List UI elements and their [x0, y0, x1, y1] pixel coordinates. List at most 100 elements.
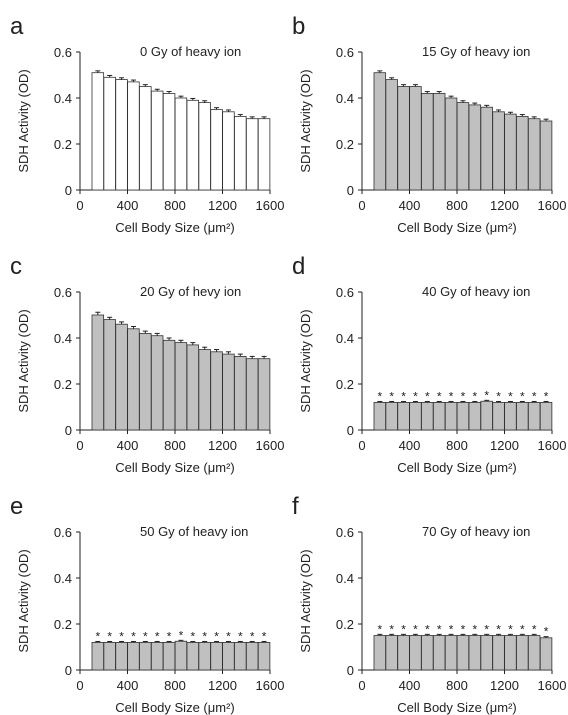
bar: [373, 635, 387, 671]
significance-marker: *: [389, 622, 394, 636]
significance-marker: *: [226, 629, 231, 643]
y-tick-label: 0: [347, 183, 354, 198]
bar: [91, 72, 105, 191]
bar: [162, 93, 176, 191]
bar: [103, 319, 116, 431]
significance-marker: *: [425, 389, 430, 403]
y-tick-label: 0: [65, 663, 72, 678]
significance-marker: *: [401, 389, 406, 403]
x-tick-label: 800: [446, 438, 468, 453]
significance-marker: *: [496, 622, 501, 636]
significance-marker: *: [143, 629, 148, 643]
significance-marker: *: [449, 622, 454, 636]
bar: [385, 401, 398, 431]
bar: [468, 401, 482, 431]
y-tick-label: 0.2: [54, 137, 72, 152]
significance-marker: *: [413, 622, 418, 636]
significance-marker: *: [437, 622, 442, 636]
panel-letter: b: [292, 13, 305, 40]
x-tick-label: 800: [446, 678, 468, 693]
bar: [115, 323, 128, 431]
x-tick-label: 400: [117, 678, 139, 693]
significance-marker: *: [262, 629, 267, 643]
y-tick-label: 0.6: [54, 45, 72, 60]
bar: [539, 120, 553, 191]
x-tick-label: 0: [76, 438, 83, 453]
panel-e: e 50 Gy of heavy ion 0 0.2 0.4 0.6 0 400 800 1200…: [10, 493, 284, 715]
bar: [385, 79, 398, 191]
y-tick-label: 0.2: [336, 617, 354, 632]
bar: [91, 314, 105, 431]
significance-marker: *: [484, 622, 489, 636]
bar: [186, 642, 200, 671]
significance-marker: *: [532, 389, 537, 403]
x-tick-label: 1200: [490, 198, 519, 213]
bar: [444, 635, 458, 671]
bar: [127, 642, 140, 671]
bar: [409, 401, 422, 431]
significance-marker: *: [131, 629, 136, 643]
significance-marker: *: [250, 629, 255, 643]
y-tick-label: 0.2: [336, 137, 354, 152]
x-tick-label: 1600: [538, 438, 567, 453]
x-tick-label: 800: [164, 678, 186, 693]
significance-marker: *: [238, 629, 243, 643]
bar: [516, 401, 529, 431]
x-axis-label: Cell Body Size (μm²): [397, 460, 516, 475]
bar: [174, 342, 188, 431]
x-axis-label: Cell Body Size (μm²): [115, 700, 234, 715]
bar: [397, 635, 410, 671]
y-tick-label: 0: [347, 423, 354, 438]
bar: [127, 328, 140, 431]
x-axis-label: Cell Body Size (μm²): [115, 460, 234, 475]
bar: [527, 635, 541, 671]
x-tick-label: 800: [164, 438, 186, 453]
bar: [257, 118, 271, 191]
panel-letter: a: [10, 13, 24, 40]
bar: [222, 642, 235, 671]
bar: [421, 635, 434, 671]
y-tick-label: 0.6: [54, 525, 72, 540]
x-tick-label: 400: [399, 438, 421, 453]
panel-f: f 70 Gy of heavy ion 0 0.2 0.4 0.6 0 400 800 1200…: [292, 493, 566, 715]
x-axis-label: Cell Body Size (μm²): [397, 220, 516, 235]
x-tick-label: 1200: [490, 678, 519, 693]
bar: [103, 76, 116, 191]
x-tick-label: 1600: [256, 678, 285, 693]
significance-marker: *: [377, 389, 382, 403]
x-tick-label: 400: [399, 678, 421, 693]
significance-marker: *: [520, 622, 525, 636]
significance-marker: *: [377, 622, 382, 636]
bar: [198, 349, 211, 431]
bar: [210, 642, 223, 671]
panel-title: 50 Gy of heavy ion: [140, 524, 248, 539]
x-axis-label: Cell Body Size (μm²): [397, 700, 516, 715]
y-tick-label: 0.4: [54, 331, 72, 346]
bar: [210, 109, 223, 191]
bar: [245, 642, 259, 671]
bar: [174, 97, 188, 191]
bar: [373, 72, 387, 191]
bar: [432, 635, 446, 671]
significance-marker: *: [179, 628, 184, 642]
panel-a: a 0 Gy of heavy ion 0 0.2 0.4 0.6 0 400 800 1200 1…: [10, 13, 284, 235]
significance-marker: *: [167, 629, 172, 643]
panel-title: 20 Gy of hevy ion: [140, 284, 241, 299]
bar: [115, 79, 128, 191]
bar: [234, 116, 247, 191]
bar: [210, 351, 223, 431]
y-axis-label: SDH Activity (OD): [298, 309, 313, 412]
significance-marker: *: [401, 622, 406, 636]
bar: [234, 355, 247, 431]
bar: [257, 358, 271, 431]
bar: [480, 106, 493, 191]
bar: [468, 635, 482, 671]
significance-marker: *: [461, 622, 466, 636]
y-tick-label: 0: [65, 183, 72, 198]
panel-b: b 15 Gy of heavy ion 0 0.2 0.4 0.6 0 400 800 1200…: [292, 13, 566, 235]
y-tick-label: 0.2: [54, 617, 72, 632]
bar: [234, 642, 247, 671]
bar: [480, 400, 493, 431]
bar: [421, 401, 434, 431]
